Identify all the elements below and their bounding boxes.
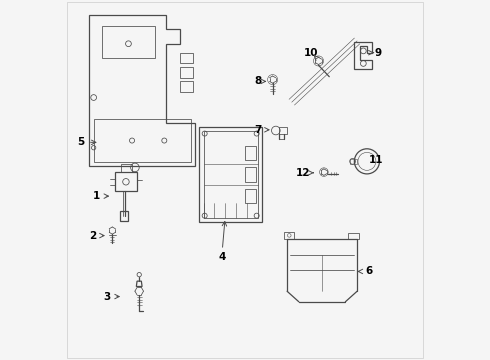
Text: 10: 10 bbox=[304, 48, 319, 58]
Text: 11: 11 bbox=[368, 155, 383, 165]
Text: 3: 3 bbox=[103, 292, 111, 302]
Text: 2: 2 bbox=[89, 231, 96, 240]
Text: 1: 1 bbox=[93, 191, 100, 201]
Text: 6: 6 bbox=[365, 266, 372, 276]
Text: 4: 4 bbox=[218, 252, 225, 262]
Text: 5: 5 bbox=[77, 138, 84, 147]
Text: 7: 7 bbox=[254, 125, 261, 135]
Text: 12: 12 bbox=[296, 168, 310, 178]
Text: 9: 9 bbox=[374, 48, 381, 58]
Text: 8: 8 bbox=[254, 76, 261, 86]
